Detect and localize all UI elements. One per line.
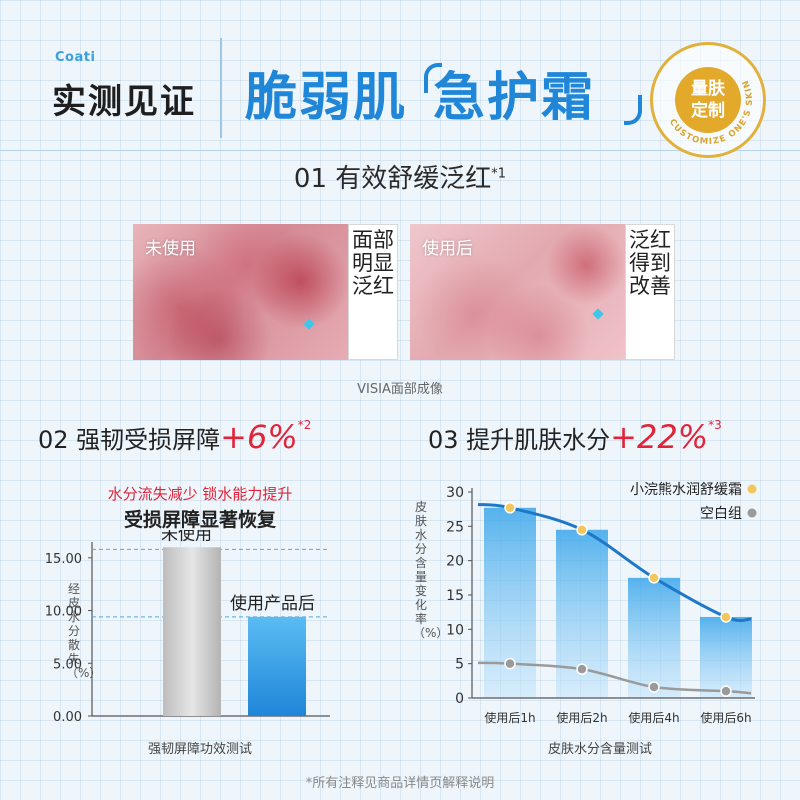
- chart2-legend-marker: [747, 484, 757, 494]
- after-photo-label: 使用后: [422, 239, 473, 259]
- section2-highlight: +6%: [220, 418, 298, 456]
- main-title-part-b: 急护霜: [433, 68, 596, 128]
- section3-highlight-sup: *3: [708, 418, 722, 432]
- section1-title: 01 有效舒缓泛红*1: [0, 158, 800, 195]
- chart2-column: [700, 616, 752, 698]
- chart2-legend-label: 空白组: [700, 506, 742, 522]
- badge-core: 量肤 定制: [675, 67, 741, 133]
- chart1-y-tick-label: 0.00: [53, 710, 82, 725]
- section2-subtitle: 受损屏障显著恢复: [123, 509, 276, 531]
- chart2-x-tick-label: 使用后2h: [556, 710, 607, 725]
- chart2-y-tick-label: 20: [446, 554, 464, 570]
- section2-title: 02 强韧受损屏障+6%*2: [38, 418, 311, 456]
- chart2-data-point: [648, 681, 660, 693]
- chart2-legend-label: 小浣熊水润舒缓霜: [630, 482, 742, 498]
- section1-title-sup: *1: [491, 166, 507, 182]
- chart1-bar-label: 使用产品后: [230, 593, 315, 614]
- header-main-title: 脆弱肌 急护霜: [245, 55, 595, 130]
- bracket-mark-left: [424, 63, 442, 93]
- chart2-y-tick-label: 10: [446, 622, 464, 638]
- chart2-data-point: [504, 657, 516, 670]
- chart2-x-tick-label: 使用后6h: [700, 710, 751, 725]
- chart2-y-tick-label: 25: [446, 519, 464, 535]
- chart2-data-point: [648, 572, 660, 584]
- chart2-y-tick-label: 0: [455, 691, 464, 707]
- chart1-bar-label: 未使用: [161, 530, 212, 544]
- chart2-data-point: [504, 502, 516, 514]
- chart1-bar: [163, 547, 221, 716]
- chart2-data-point: [576, 524, 588, 536]
- section2-title-text: 02 强韧受损屏障: [38, 426, 221, 454]
- moisture-line-chart: 0 5 10 15 20 25 30 使用后1h 使用后2h 使用后4h 使用后6h 小浣熊水润舒缓…: [446, 482, 757, 725]
- footnote: *所有注释见商品详情页解释说明: [305, 776, 495, 791]
- badge-text-line2: 定制: [691, 101, 725, 121]
- chart1-y-tick-label: 5.00: [53, 657, 82, 672]
- chart2-x-tick-label: 使用后4h: [628, 710, 679, 725]
- main-title-part-a: 脆弱肌: [245, 68, 408, 128]
- brand-logo: Coati: [55, 50, 96, 65]
- chart1-y-tick-label: 15.00: [45, 552, 82, 567]
- before-photo: 未使用: [133, 224, 348, 360]
- header-left-title: 实测见证: [52, 82, 196, 122]
- section3-title-text: 03 提升肌肤水分: [428, 426, 611, 454]
- before-side-caption: 面部明显泛红: [348, 224, 398, 360]
- chart2-x-tick-label: 使用后1h: [484, 710, 535, 725]
- section2-red-text: 水分流失减少 锁水能力提升: [107, 485, 293, 503]
- chart1-y-tick-label: 10.00: [45, 605, 82, 620]
- header-divider-horizontal: [0, 150, 800, 151]
- chart2-data-point: [720, 685, 732, 697]
- badge-text-line1: 量肤: [691, 79, 725, 99]
- chart2-y-tick-label: 30: [446, 485, 464, 501]
- section3-footer: 皮肤水分含量测试: [547, 742, 652, 757]
- chart2-y-tick-label: 5: [455, 657, 464, 673]
- section3-title: 03 提升肌肤水分+22%*3: [428, 418, 722, 456]
- visia-caption: VISIA面部成像: [357, 382, 443, 397]
- section1-title-text: 01 有效舒缓泛红: [293, 164, 492, 194]
- chart2-data-point: [720, 611, 732, 623]
- chart2-column: [484, 507, 536, 698]
- bracket-mark-right: [624, 95, 642, 125]
- after-photo: 使用后: [410, 224, 625, 360]
- after-side-caption: 泛红得到改善: [625, 224, 675, 360]
- chart2-legend-marker: [747, 508, 757, 518]
- before-photo-label: 未使用: [145, 239, 196, 259]
- chart2-data-point: [576, 663, 588, 675]
- header-divider-vertical: [220, 38, 222, 138]
- chart2-column: [628, 577, 680, 698]
- customize-badge: CUSTOMIZE ONE'S SKIN 量肤 定制: [650, 42, 766, 158]
- chart2-y-tick-label: 15: [446, 588, 464, 604]
- marker-icon: [303, 318, 315, 330]
- marker-icon: [592, 308, 604, 320]
- section2-footer: 强韧屏障功效测试: [147, 742, 252, 757]
- section3-highlight: +22%: [610, 418, 709, 456]
- chart1-bar: [248, 616, 306, 716]
- section2-highlight-sup: *2: [297, 418, 312, 432]
